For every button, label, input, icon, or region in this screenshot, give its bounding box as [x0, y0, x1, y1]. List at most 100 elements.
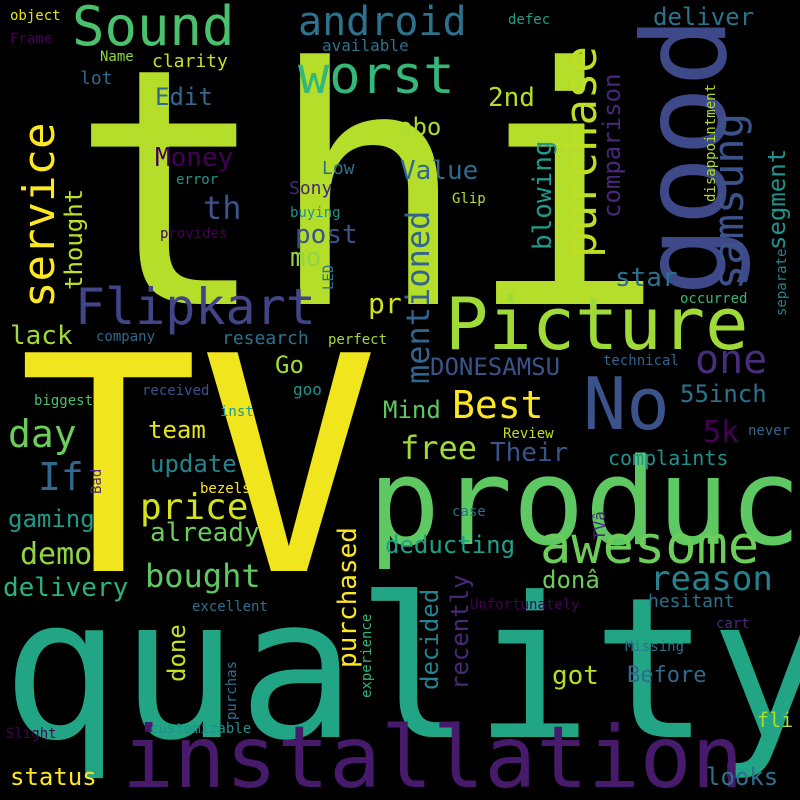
word-clarity: clarity — [152, 51, 228, 72]
word-perfect: perfect — [328, 332, 388, 348]
word-led: LED — [321, 264, 337, 290]
word-lack: lack — [10, 321, 73, 351]
word-goo: goo — [293, 380, 322, 399]
word-unfortunately: Unfortunately — [470, 597, 580, 613]
word-post: post — [295, 220, 358, 250]
word-pr: pr — [368, 287, 402, 320]
word-hesitant: hesitant — [648, 591, 735, 612]
word-2nd: 2nd — [488, 83, 535, 113]
word-defec: defec — [508, 12, 551, 28]
word-separate: separate — [774, 248, 790, 316]
word-glip: Glip — [452, 191, 486, 207]
word-dtype: dtype — [530, 283, 573, 299]
word-reason: reason — [650, 559, 773, 599]
word-money: Money — [155, 143, 234, 173]
word-sony: Sony — [289, 178, 333, 199]
word-looks: looks — [706, 763, 779, 791]
word-occurred: occurred — [680, 291, 748, 307]
word-fli: fli — [757, 708, 794, 732]
word-before: Before — [627, 663, 707, 688]
word-quality: quality — [2, 556, 800, 784]
word-done: done — [163, 624, 191, 682]
word-donesamsu: DONESAMSU — [430, 353, 561, 381]
word-update: update — [150, 450, 237, 478]
word-tva: TVâ — [590, 511, 609, 540]
word-delivery: delivery — [3, 573, 129, 603]
word-lot: lot — [80, 68, 113, 89]
word-inst: inst — [220, 404, 254, 420]
word-5k: 5k — [703, 415, 740, 450]
word-star: star — [615, 263, 678, 293]
word-cart: cart — [716, 616, 750, 632]
word-company: company — [96, 329, 156, 345]
word-one: one — [695, 337, 768, 383]
word-value: Value — [400, 156, 479, 186]
word-mind: Mind — [383, 396, 441, 424]
word-never: never — [748, 423, 791, 439]
word-th: th — [203, 189, 242, 227]
word-worst: worst — [298, 46, 455, 106]
word-bezels: bezels — [200, 481, 251, 497]
word-name: Name — [100, 49, 134, 65]
word-available: available — [322, 36, 409, 55]
word-picture: Picture — [445, 282, 749, 366]
word-team: team — [148, 416, 206, 444]
word-object: object — [10, 8, 61, 24]
word-free: free — [400, 429, 478, 467]
word-thought: thought — [60, 188, 88, 290]
word-service: service — [14, 122, 65, 308]
word-customizable: customizable — [150, 721, 252, 737]
word-missing: Missing — [625, 639, 685, 655]
word-their: Their — [490, 438, 569, 468]
word-price: price — [140, 487, 249, 528]
word-product: product — [368, 434, 800, 573]
word-biggest: biggest — [34, 393, 94, 409]
word-deliver: deliver — [653, 3, 755, 31]
word-already: already — [150, 518, 260, 548]
word-decided: decided — [416, 588, 444, 690]
word-installation: installation — [122, 708, 744, 800]
word-sound: Sound — [72, 0, 235, 58]
word-got: got — [552, 661, 599, 691]
word-if: If — [38, 455, 84, 499]
word-error: error — [176, 172, 219, 188]
word-purchas: purchas — [224, 660, 240, 720]
word-complaints: complaints — [608, 446, 729, 470]
word-purchased: purchased — [333, 527, 363, 668]
word-comparison: comparison — [598, 73, 626, 219]
word-demo: demo — [20, 537, 93, 572]
word-tv: TV — [18, 293, 380, 642]
word-low: Low — [322, 158, 355, 179]
word-flipkart: Flipkart — [75, 278, 316, 336]
word-thi: thi — [70, 0, 667, 382]
word-provides: provides — [160, 226, 228, 242]
word-excellent: excellent — [192, 599, 268, 615]
word-deducting: deducting — [385, 531, 516, 559]
word-abo: abo — [398, 113, 442, 141]
word-segment: segment — [763, 148, 791, 250]
word-bad: Bad — [89, 468, 105, 494]
word-frame: Frame — [10, 31, 53, 47]
word-experience: experience — [359, 613, 375, 698]
word-55inch: 55inch — [680, 380, 767, 408]
word-buying: buying — [290, 205, 341, 221]
word-best: Best — [452, 383, 544, 427]
word-recently: recently — [446, 574, 474, 690]
word-research: research — [222, 328, 309, 349]
word-disappointment: disappointment — [703, 83, 719, 202]
word-case: case — [452, 504, 486, 520]
word-go: Go — [275, 351, 304, 379]
word-technical: technical — [603, 353, 679, 369]
word-awesome: awesome — [540, 516, 760, 576]
word-review: Review — [503, 426, 554, 442]
word-no: No — [583, 362, 670, 446]
word-blowing: blowing — [528, 140, 558, 250]
word-received: received — [142, 383, 210, 399]
word-edit: Edit — [155, 83, 213, 111]
word-slight: Slight — [6, 726, 57, 742]
word-mo: mo — [290, 243, 322, 273]
word-bought: bought — [145, 557, 261, 595]
word-gaming: gaming — [8, 505, 95, 533]
word-day: day — [8, 412, 77, 456]
